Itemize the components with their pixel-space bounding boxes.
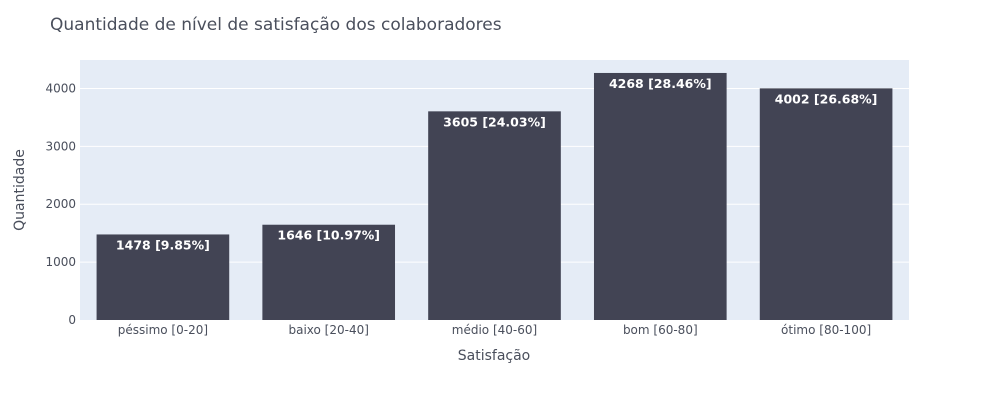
bar-data-label: 1478 [9.85%] — [116, 237, 210, 252]
x-tick-label: médio [40-60] — [452, 323, 537, 337]
x-tick-label: bom [60-80] — [623, 323, 698, 337]
bar-data-label: 4002 [26.68%] — [775, 91, 878, 106]
y-axis-ticks: 0 1000 2000 3000 4000 — [45, 81, 76, 327]
bar — [428, 111, 561, 321]
bar-data-label: 3605 [24.03%] — [443, 114, 546, 129]
bar — [759, 88, 893, 320]
x-tick-label: ótimo [80-100] — [781, 323, 871, 337]
x-axis-title: Satisfação — [458, 348, 531, 364]
chart-title: Quantidade de nível de satisfação dos co… — [50, 15, 502, 35]
bar — [96, 234, 230, 320]
bar — [593, 72, 727, 320]
y-tick-label: 0 — [68, 313, 76, 327]
bars: 1478 [9.85%] 1646 [10.97%] 3605 [24.03%] 42… — [96, 72, 893, 321]
bar — [262, 224, 396, 320]
y-tick-label: 4000 — [45, 81, 76, 95]
y-axis-title: Quantidade — [12, 149, 28, 231]
y-tick-label: 3000 — [45, 139, 76, 153]
bar-data-label: 1646 [10.97%] — [277, 228, 380, 243]
y-tick-label: 1000 — [45, 255, 76, 269]
bar-data-label: 4268 [28.46%] — [609, 76, 712, 91]
x-axis-ticks: péssimo [0-20] baixo [20-40] médio [40-60]… — [118, 323, 871, 337]
x-tick-label: baixo [20-40] — [288, 323, 368, 337]
x-tick-label: péssimo [0-20] — [118, 323, 208, 337]
y-tick-label: 2000 — [45, 197, 76, 211]
